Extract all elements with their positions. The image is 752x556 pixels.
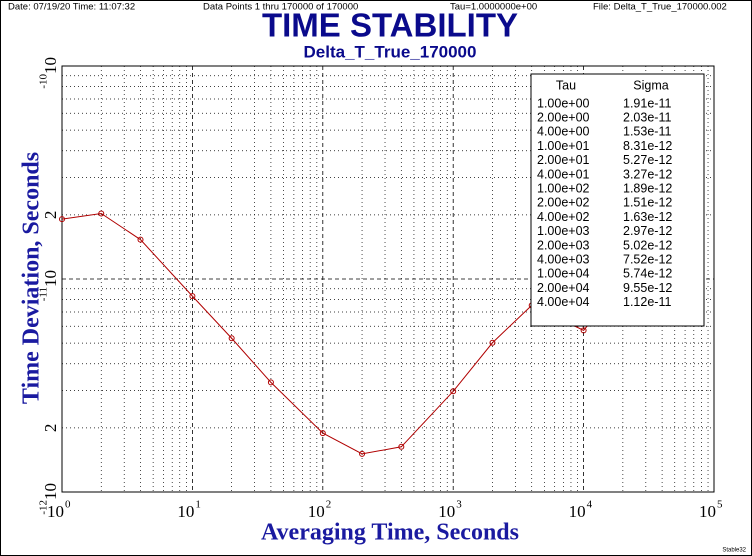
- x-tick-exponent: 2: [326, 499, 332, 511]
- y-tick-exponent: -10: [38, 74, 50, 89]
- table-cell: 1.53e-11: [623, 125, 671, 139]
- table-cell: 2.00e+04: [537, 281, 590, 295]
- data-point: [59, 216, 65, 223]
- chart-subtitle: Delta_T_True_170000: [304, 42, 477, 61]
- plot-area: [61, 65, 715, 493]
- table-cell: 2.00e+03: [537, 238, 590, 252]
- y-tick-label: 10: [41, 483, 60, 500]
- table-cell: 2.03e-11: [623, 110, 671, 124]
- table-cell: 8.31e-12: [623, 139, 672, 153]
- y-tick-exponent: -12: [38, 500, 50, 515]
- data-point: [580, 327, 587, 334]
- table-cell: 3.27e-12: [623, 167, 672, 181]
- table-cell: 2.00e+00: [537, 110, 590, 124]
- data-point: [137, 236, 144, 243]
- x-tick-exponent: 3: [456, 499, 462, 511]
- x-tick-label: 10: [569, 502, 586, 521]
- data-point: [319, 430, 326, 437]
- table-cell: 1.00e+00: [537, 96, 590, 110]
- table-cell: 5.27e-12: [623, 153, 672, 167]
- x-tick-exponent: 0: [65, 499, 71, 511]
- x-tick-label: 10: [438, 502, 455, 521]
- header-tau: Tau=1.0000000e+00: [450, 2, 537, 13]
- table-cell: 1.00e+02: [537, 181, 590, 195]
- table-cell: 4.00e+02: [537, 210, 590, 224]
- x-tick-exponent: 5: [717, 499, 723, 511]
- table-cell: 1.00e+04: [537, 267, 590, 281]
- x-tick-label: 10: [308, 502, 325, 521]
- table-cell: 4.00e+03: [537, 252, 590, 266]
- x-tick-label: 10: [177, 502, 194, 521]
- y-tick-label: 10: [41, 57, 60, 74]
- y-tick-label: 2: [41, 211, 60, 220]
- x-tick-label: 10: [47, 502, 64, 521]
- footer: Stable32: [722, 548, 746, 554]
- table-cell: 7.52e-12: [623, 252, 672, 266]
- y-tick-exponent: -11: [38, 287, 50, 301]
- table-cell: 2.00e+02: [537, 196, 590, 210]
- data-point: [189, 293, 196, 300]
- legend-table: [530, 73, 705, 327]
- y-tick-label: 2: [41, 424, 60, 433]
- header-file: File: Delta_T_True_170000.002: [593, 2, 727, 13]
- data-point: [359, 450, 366, 457]
- table-cell: 2.97e-12: [623, 224, 672, 238]
- table-cell: 9.55e-12: [623, 281, 672, 295]
- y-tick-label: 10: [41, 270, 60, 287]
- table-header: Tau: [556, 78, 576, 92]
- header-date: Date: 07/19/20 Time: 11:07:32: [8, 2, 135, 13]
- chart-title: TIME STABILITY: [262, 7, 518, 44]
- table-cell: 1.63e-12: [623, 210, 672, 224]
- data-point: [267, 379, 274, 386]
- table-cell: 1.12e-11: [623, 295, 671, 309]
- table-cell: 4.00e+00: [537, 125, 590, 139]
- y-axis-label: Time Deviation, Seconds: [19, 152, 45, 404]
- x-tick-exponent: 1: [195, 499, 201, 511]
- table-cell: 1.00e+03: [537, 224, 590, 238]
- data-point: [489, 339, 496, 346]
- header-points: Data Points 1 thru 170000 of 170000: [203, 2, 358, 13]
- table-cell: 5.02e-12: [623, 238, 672, 252]
- table-cell: 1.89e-12: [623, 181, 672, 195]
- data-point: [228, 335, 235, 342]
- x-tick-exponent: 4: [587, 499, 593, 511]
- data-point: [398, 443, 405, 450]
- table-cell: 4.00e+01: [537, 167, 590, 181]
- table-cell: 1.00e+01: [537, 139, 590, 153]
- table-cell: 1.51e-12: [623, 196, 672, 210]
- data-point: [450, 388, 457, 395]
- data-point: [98, 210, 105, 217]
- table-cell: 5.74e-12: [623, 267, 672, 281]
- table-cell: 4.00e+04: [537, 295, 590, 309]
- table-header: Sigma: [633, 78, 668, 92]
- table-cell: 1.91e-11: [623, 96, 671, 110]
- x-tick-label: 10: [699, 502, 716, 521]
- table-cell: 2.00e+01: [537, 153, 590, 167]
- x-axis-label: Averaging Time, Seconds: [261, 520, 519, 546]
